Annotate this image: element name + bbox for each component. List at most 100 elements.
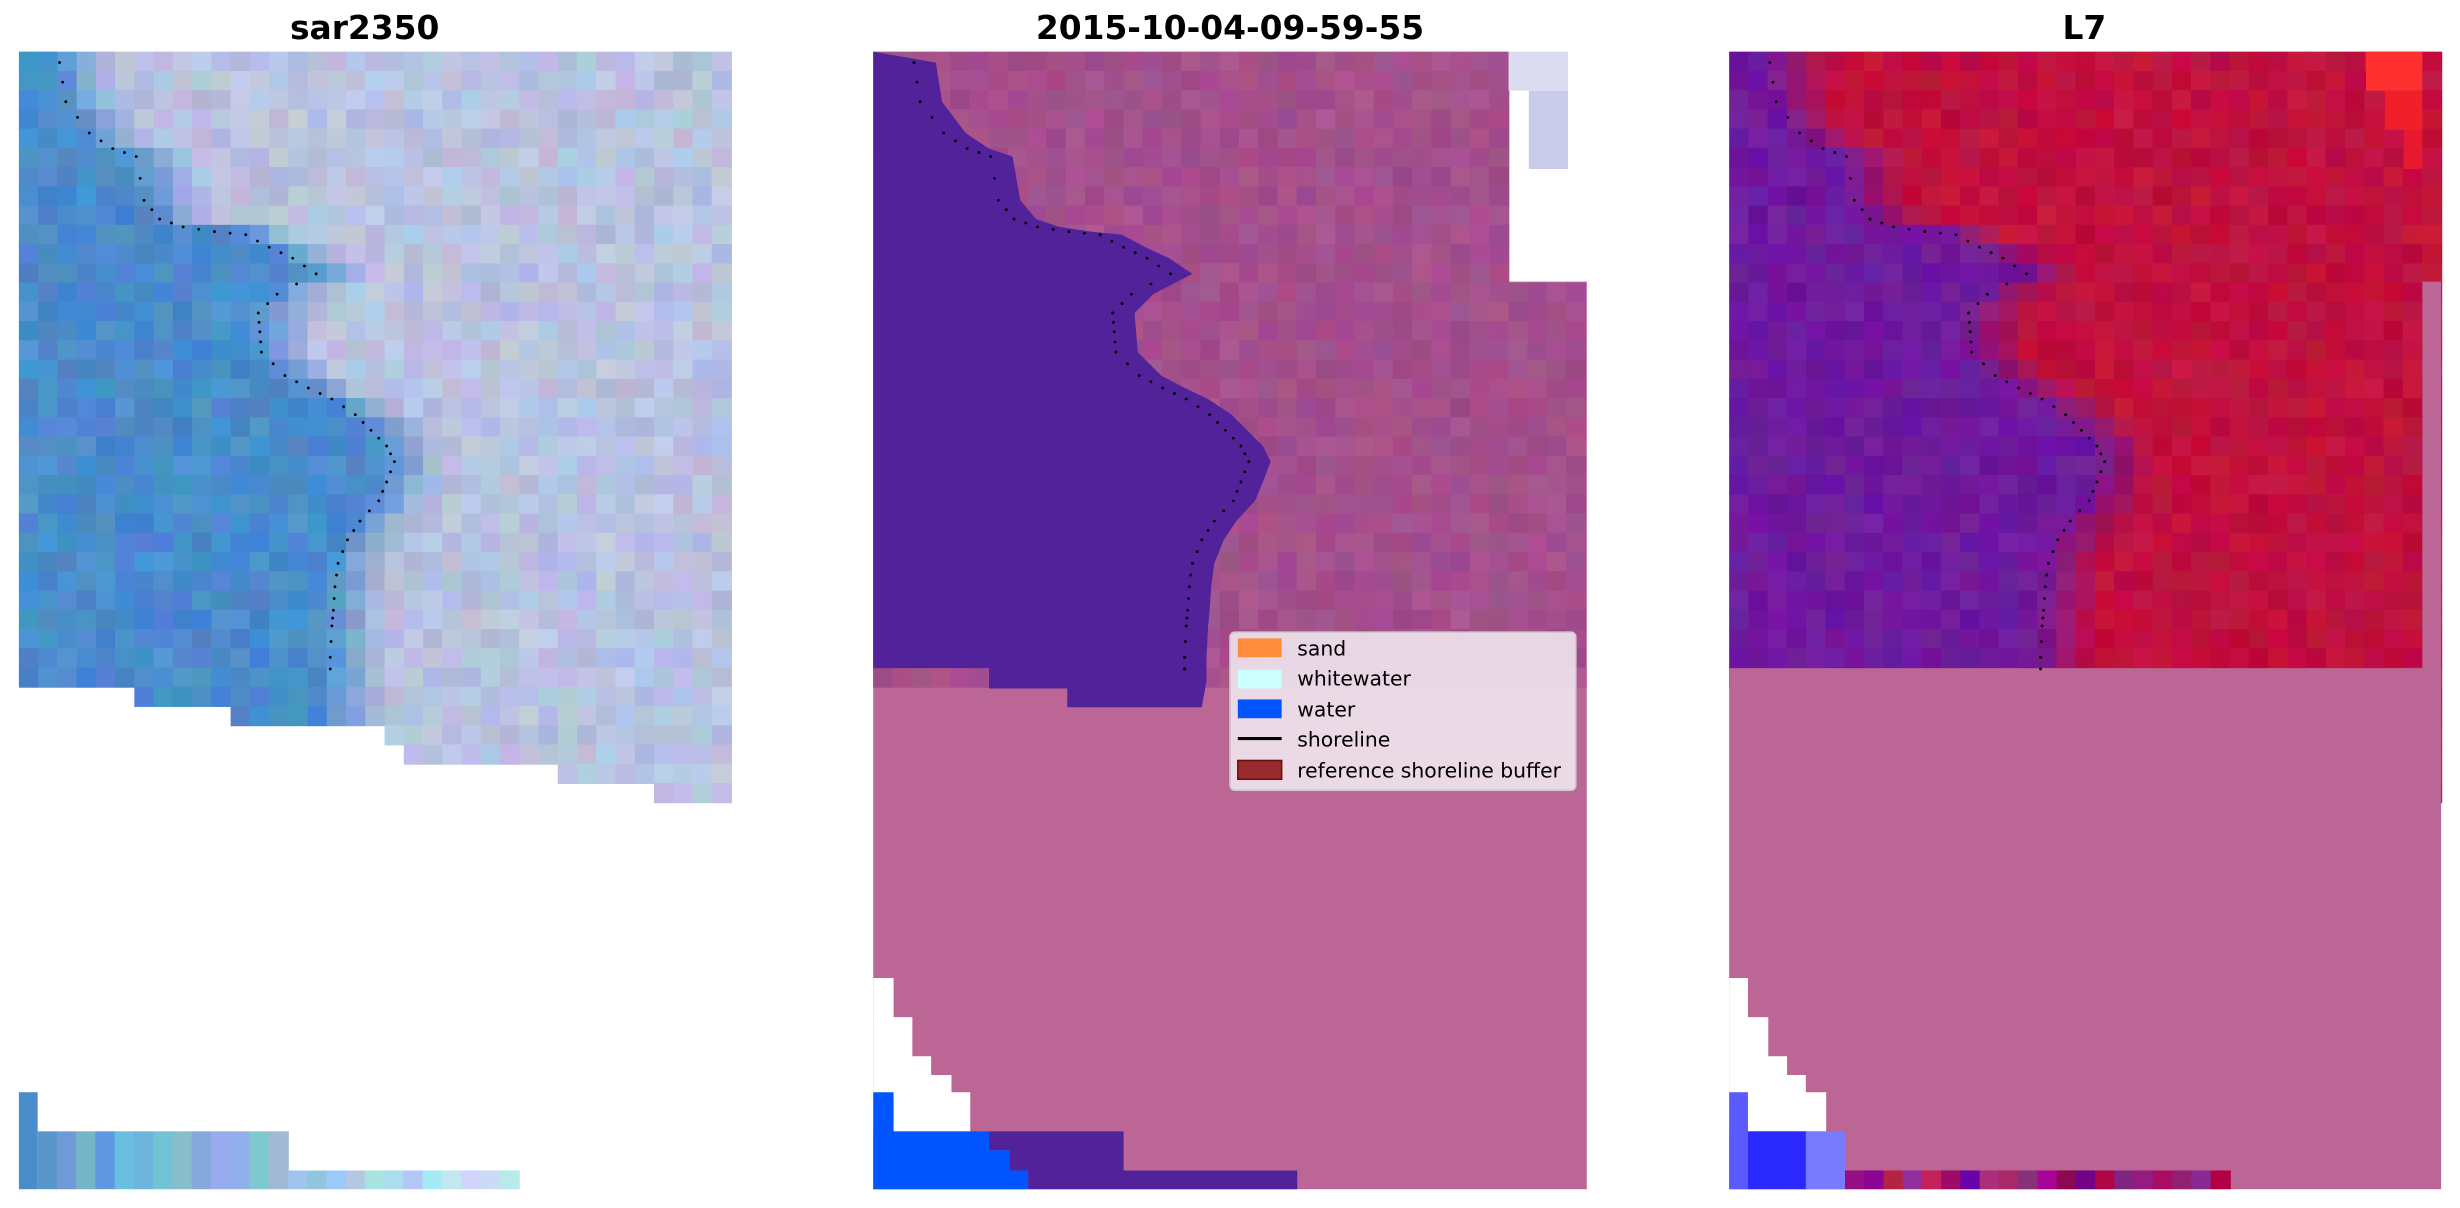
pixel-cell [2191, 494, 2212, 515]
pixel-cell [2325, 128, 2346, 149]
pixel-cell [1142, 340, 1163, 361]
shoreline-point [1967, 311, 1970, 315]
pixel-cell [115, 321, 136, 342]
pixel-cell [76, 378, 97, 400]
pixel-cell [1219, 51, 1240, 72]
pixel-cell [423, 263, 444, 284]
pixel-cell [365, 706, 386, 727]
pixel-cell [2402, 513, 2423, 534]
shoreline-point [197, 227, 201, 231]
shoreline-point [1120, 302, 1124, 305]
pixel-cell [38, 147, 59, 169]
pixel-cell [1046, 109, 1067, 130]
pixel-cell [211, 494, 232, 515]
pixel-cell [423, 436, 444, 457]
pixel-cell [115, 109, 136, 130]
pixel-cell [538, 90, 559, 111]
pixel-cell [1566, 571, 1587, 592]
shoreline-point [1969, 340, 1973, 344]
pixel-cell [153, 224, 174, 246]
pixel-cell [1238, 609, 1260, 630]
pixel-cell [1546, 571, 1568, 592]
pixel-cell [1277, 51, 1298, 72]
pixel-cell [1277, 90, 1298, 111]
pixel-cell [192, 244, 213, 265]
pixel-cell [1940, 244, 1962, 265]
pixel-cell [346, 513, 367, 534]
pixel-cell [538, 321, 559, 342]
pixel-cell [38, 590, 59, 611]
pixel-cell [1412, 90, 1433, 111]
pixel-cell [596, 186, 617, 207]
pixel-cell [1219, 224, 1240, 246]
pixel-cell [2133, 532, 2154, 553]
pixel-cell [2248, 224, 2270, 246]
pixel-cell [18, 667, 40, 688]
pixel-cell [1431, 282, 1452, 303]
shoreline-point [2040, 397, 2044, 401]
pixel-cell [2114, 205, 2135, 226]
pixel-cell [288, 513, 309, 534]
pixel-cell [2075, 90, 2096, 111]
pixel-cell [577, 51, 598, 72]
pixel-cell [423, 744, 444, 765]
pixel-cell [1104, 128, 1125, 149]
pixel-cell [1296, 359, 1317, 380]
panel-l7 [1729, 51, 2443, 1190]
pixel-cell [2287, 648, 2308, 669]
pixel-cell [1238, 513, 1260, 534]
pixel-cell [18, 378, 40, 400]
pixel-cell [1200, 70, 1221, 92]
pixel-cell [1238, 205, 1260, 226]
pixel-cell [1508, 378, 1529, 400]
pixel-cell [1767, 417, 1788, 438]
pixel-cell [1392, 398, 1414, 419]
pixel-cell [269, 475, 290, 496]
pixel-cell [1277, 590, 1298, 611]
pixel-cell [634, 282, 655, 303]
pixel-cell [1469, 378, 1491, 400]
pixel-cell [634, 725, 655, 746]
pixel-cell [692, 70, 713, 92]
pixel-cell [326, 494, 348, 515]
pixel-cell [1729, 475, 1750, 496]
pixel-cell [654, 706, 675, 727]
pixel-cell [1960, 629, 1981, 650]
pixel-cell [1825, 436, 1846, 457]
pixel-cell [288, 552, 309, 573]
pixel-cell [2248, 590, 2270, 611]
pixel-cell [1277, 340, 1298, 361]
pixel-cell [1941, 1170, 1962, 1190]
pixel-cell [1921, 263, 1942, 284]
pixel-cell [442, 436, 463, 457]
pixel-cell [1412, 532, 1433, 553]
pixel-cell [1142, 128, 1163, 149]
pixel-cell [1844, 532, 1865, 553]
pixel-cell [192, 186, 213, 207]
pixel-cell [2191, 571, 2212, 592]
pixel-cell [1546, 340, 1568, 361]
pixel-cell [2037, 571, 2058, 592]
pixel-cell [711, 686, 732, 707]
pixel-cell [2075, 128, 2096, 149]
pixel-cell [249, 109, 271, 130]
pixel-cell [364, 1170, 386, 1190]
pixel-cell [288, 359, 309, 380]
pixel-cell [326, 609, 348, 630]
pixel-cell [442, 455, 463, 477]
pixel-cell [1748, 513, 1769, 534]
pixel-cell [711, 513, 732, 534]
pixel-cell [1315, 90, 1337, 111]
pixel-cell [249, 340, 271, 361]
pixel-cell [711, 186, 732, 207]
shoreline-point [2056, 538, 2060, 542]
pixel-cell [1921, 436, 1942, 457]
pixel-cell [2191, 128, 2212, 149]
pixel-cell [1767, 109, 1788, 130]
pixel-cell [2383, 244, 2404, 265]
pixel-cell [1844, 629, 1865, 650]
pixel-cell [2383, 609, 2404, 630]
pixel-cell [538, 167, 559, 188]
pixel-cell [654, 783, 675, 804]
pixel-cell [2325, 321, 2346, 342]
